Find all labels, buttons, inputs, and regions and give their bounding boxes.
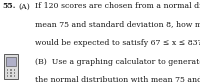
- Bar: [4, 54, 18, 79]
- Bar: [10, 72, 12, 74]
- Text: would be expected to satisfy 67 ≤ x ≤ 83?: would be expected to satisfy 67 ≤ x ≤ 83…: [35, 39, 200, 47]
- Text: (B)  Use a graphing calculator to generate 120 scores from: (B) Use a graphing calculator to generat…: [35, 58, 200, 66]
- Bar: [7, 72, 8, 74]
- Text: mean 75 and standard deviation 8, how many scores x: mean 75 and standard deviation 8, how ma…: [35, 21, 200, 29]
- Bar: [6, 57, 16, 66]
- Bar: [14, 69, 15, 71]
- Bar: [7, 69, 8, 71]
- Bar: [7, 75, 8, 77]
- Text: the normal distribution with mean 75 and standard de-: the normal distribution with mean 75 and…: [35, 76, 200, 82]
- Text: If 120 scores are chosen from a normal distribution with: If 120 scores are chosen from a normal d…: [35, 2, 200, 10]
- Text: (A): (A): [18, 2, 30, 10]
- Bar: [14, 75, 15, 77]
- Bar: [14, 72, 15, 74]
- Bar: [10, 75, 12, 77]
- Bar: [10, 69, 12, 71]
- Text: 55.: 55.: [2, 2, 16, 10]
